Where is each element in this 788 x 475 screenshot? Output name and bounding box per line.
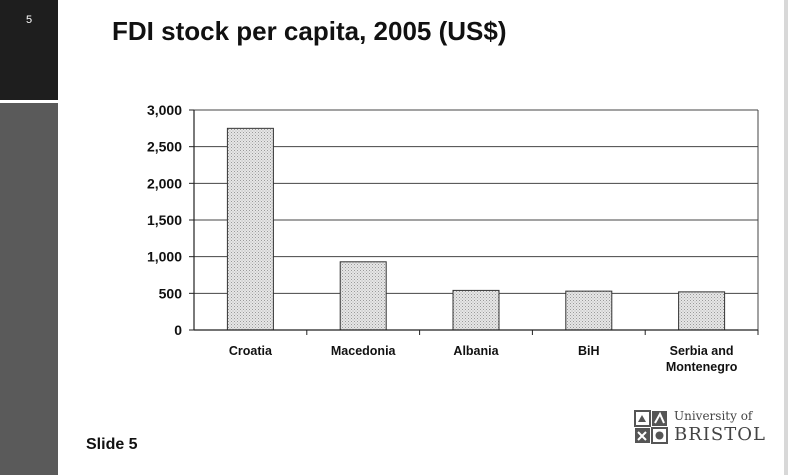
x-tick-label: Croatia: [229, 344, 273, 358]
gridlines: [194, 110, 758, 293]
bar: [340, 262, 386, 330]
y-tick-label: 500: [159, 285, 183, 301]
bar: [453, 290, 499, 330]
university-logo: University of BRISTOL: [634, 408, 780, 448]
y-tick-labels: 0 500 1,000 1,500 2,000 2,500 3,000: [147, 102, 182, 338]
bar: [566, 291, 612, 330]
logo-text-line1: University of: [674, 409, 752, 423]
bar: [227, 128, 273, 330]
logo-text-line2: BRISTOL: [674, 424, 766, 445]
x-tick-labels: Croatia Macedonia Albania BiH Serbia and Mont…: [229, 344, 738, 374]
slide-footer: Slide 5: [86, 436, 138, 454]
x-tick-label: Albania: [453, 344, 499, 358]
y-tick-label: 2,500: [147, 139, 182, 155]
x-tick-label: Montenegro: [666, 360, 738, 374]
x-tick-label: BiH: [578, 344, 600, 358]
bristol-crest-icon: [634, 410, 670, 444]
y-tick-label: 2,000: [147, 175, 182, 191]
y-tick-label: 1,500: [147, 212, 182, 228]
y-tick-label: 3,000: [147, 102, 182, 118]
x-tick-label: Serbia and: [670, 344, 734, 358]
bars: [227, 128, 724, 330]
y-tick-label: 0: [174, 322, 182, 338]
y-tick-label: 1,000: [147, 249, 182, 265]
bar: [679, 292, 725, 330]
x-tick-label: Macedonia: [331, 344, 397, 358]
